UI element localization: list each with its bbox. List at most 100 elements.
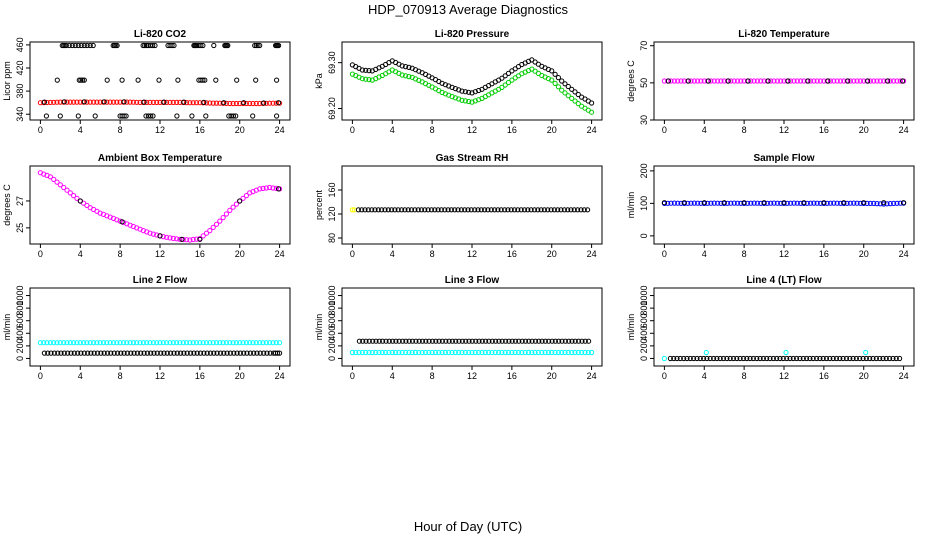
panel-line-3-flow-point (419, 349, 425, 356)
panel-line-3-flow-point (356, 349, 362, 356)
panel-sample-flow-point (864, 200, 870, 206)
panel-gas-stream-rh-point (349, 207, 355, 213)
panel-line-2-flow-point (41, 340, 47, 346)
panel-sample-flow-point (844, 200, 850, 206)
panel-line-2-flow-point (148, 350, 154, 356)
panel-gas-stream-rh-point (379, 207, 385, 213)
panel-li-820-co2-point (257, 42, 263, 49)
panel-sample-flow-point (685, 200, 691, 206)
panel-gas-stream-rh-point (495, 207, 501, 213)
panel-line-2-flow-point (251, 350, 257, 356)
panel-line-2-flow-y-tick-label: 600 (15, 313, 25, 328)
panel-line-2-flow-point (213, 340, 220, 346)
panel-ambient-box-temperature-point (164, 234, 170, 240)
panel-li-820-pressure-y-label: kPa (314, 73, 324, 89)
panel-li-820-temperature-point (745, 78, 751, 84)
panel-li-820-co2-y-tick-label: 460 (15, 37, 25, 52)
panel-li-820-pressure-point (399, 72, 405, 78)
panel-li-820-co2-point (90, 42, 96, 49)
panel-line-3-flow-point (463, 338, 469, 344)
panel-li-820-co2-point (78, 77, 84, 83)
panel-ambient-box-temperature-point (203, 230, 210, 236)
panel-line-3-flow-x-tick-label: 0 (350, 371, 355, 381)
panel-li-820-co2-point (253, 100, 259, 107)
panel-line-2-flow-point (263, 340, 269, 346)
panel-line-2-flow-point (48, 350, 54, 356)
panel-li-820-co2-point (51, 99, 57, 105)
panel-line-3-flow-point (449, 349, 455, 356)
panel-sample-flow-point (771, 200, 777, 206)
panel-li-820-co2-point (189, 113, 195, 119)
panel-li-820-temperature-point (675, 78, 681, 84)
panel-line-2-flow-point (91, 350, 97, 356)
panel-li-820-co2-point (198, 42, 204, 49)
panel-li-820-co2-point (148, 113, 154, 119)
panel-li-820-temperature-point (685, 78, 691, 84)
panel-li-820-pressure-point (499, 84, 505, 91)
panel-gas-stream-rh-point (545, 207, 551, 213)
panel-line-3-flow-point (386, 349, 392, 356)
panel-line-2-flow-point (68, 350, 74, 356)
panel-li-820-co2-point (263, 100, 269, 106)
panel-li-820-co2-point (145, 42, 151, 49)
panel-gas-stream-rh-y-label: percent (314, 189, 324, 220)
panel-gas-stream-rh-point (425, 207, 431, 213)
panel-line-3-flow-point (386, 338, 392, 344)
panel-li-820-co2-point (94, 99, 100, 105)
panel-gas-stream-rh-x-tick-label: 12 (467, 249, 477, 259)
panel-sample-flow: Sample Flow ml/min 0 4 8 12 16 20 24 0 100 200 (626, 153, 915, 259)
panel-line-2-flow-point (260, 340, 266, 346)
panel-sample-flow-point (817, 200, 824, 206)
panel-li-820-co2-point (127, 99, 133, 105)
panel-line-3-flow-point (359, 349, 365, 356)
panel-li-820-pressure-point (459, 97, 465, 103)
panel-line-4-lt-flow-point (840, 355, 846, 362)
panel-line-2-flow-point (243, 340, 249, 346)
panel-gas-stream-rh-point (448, 207, 454, 213)
panel-li-820-co2-point (142, 42, 148, 49)
panel-ambient-box-temperature-point (220, 215, 226, 221)
panel-line-4-lt-flow-point (770, 355, 777, 362)
panel-li-820-co2-point (147, 99, 153, 106)
panel-sample-flow-point (801, 200, 807, 206)
panel-line-3-flow-point (459, 338, 465, 344)
panel-line-3-flow-x-tick-label: 4 (390, 371, 395, 381)
panel-sample-flow-point (715, 200, 721, 206)
panel-gas-stream-rh-point (428, 207, 435, 213)
panel-gas-stream-rh-point (369, 207, 375, 213)
panel-line-2-flow-point (181, 350, 187, 356)
panel-li-820-pressure-point (462, 98, 468, 104)
panel-line-4-lt-flow-point (677, 355, 683, 362)
panel-line-2-flow-point (120, 340, 127, 346)
panel-li-820-temperature-point (831, 78, 837, 84)
panel-line-2-flow-point (244, 350, 250, 356)
panel-li-820-co2-x-tick-label: 4 (78, 125, 83, 135)
panel-line-2-flow-point (200, 340, 206, 346)
panel-li-820-co2-point (91, 99, 97, 105)
panel-li-820-temperature-x-tick-label: 0 (662, 125, 667, 135)
panel-li-820-co2-point (230, 113, 236, 119)
panel-line-2-flow-x-tick-label: 8 (118, 371, 123, 381)
panel-li-820-temperature-point (711, 78, 717, 84)
panel-line-4-lt-flow-point (823, 355, 830, 362)
panel-li-820-co2-point (114, 99, 120, 105)
panel-li-820-co2-point (74, 99, 80, 105)
panel-li-820-co2-point (150, 99, 156, 106)
panel-line-4-lt-flow-x-tick-label: 12 (779, 371, 789, 381)
panel-line-2-flow-point (61, 350, 67, 356)
panel-line-3-flow-point (399, 349, 405, 356)
panel-line-2-flow-point (250, 340, 256, 346)
panel-line-4-lt-flow-point (863, 349, 869, 356)
panel-line-3-flow-point (452, 349, 458, 356)
panel-line-2-flow-point (270, 340, 276, 346)
panel-sample-flow-x-tick-label: 16 (819, 249, 829, 259)
panel-line-4-lt-flow-point (740, 355, 747, 362)
panel-sample-flow-point (841, 200, 847, 206)
panel-line-3-flow-point (403, 338, 409, 344)
panel-li-820-temperature-y-tick-label: 70 (639, 41, 649, 51)
panel-ambient-box-temperature: Ambient Box Temperature degrees C 0 4 8 12 16 2… (2, 153, 291, 259)
panel-gas-stream-rh-point (462, 207, 468, 213)
panel-li-820-temperature-point (765, 78, 771, 84)
panel-li-820-temperature-x-tick-label: 20 (859, 125, 869, 135)
panel-line-3-flow-point (562, 338, 569, 344)
